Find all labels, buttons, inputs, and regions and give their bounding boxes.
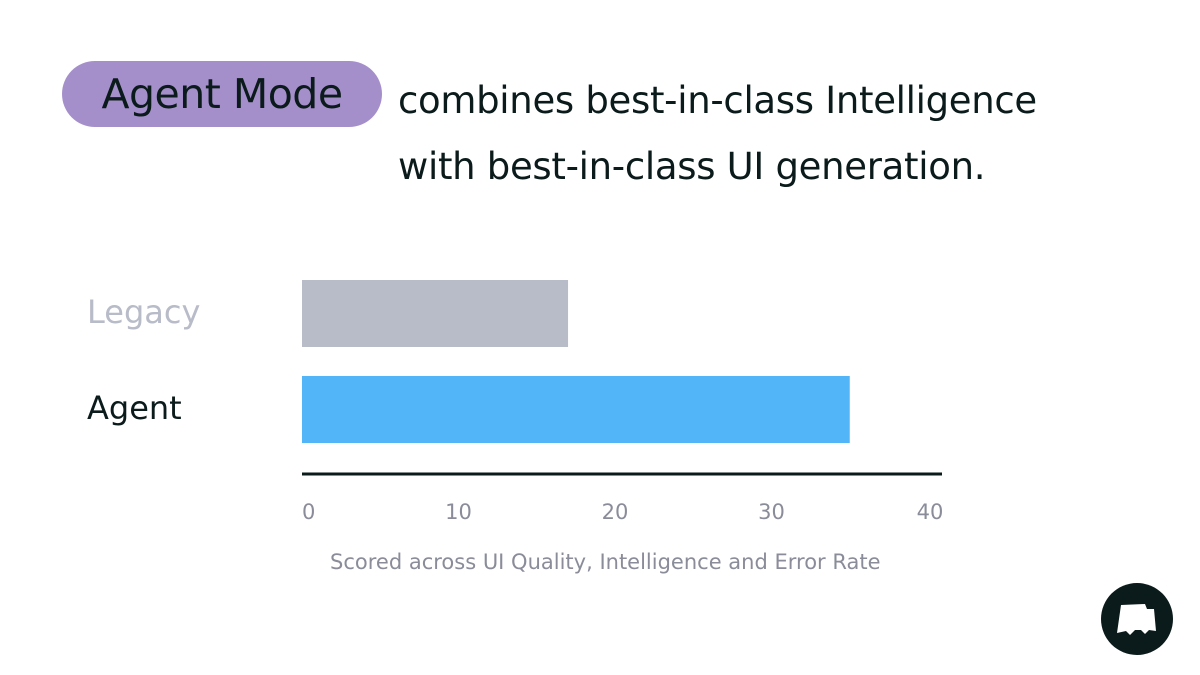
bar-legacy [302,280,569,347]
headline-line-1: combines best-in-class Intelligence [398,79,1037,122]
badge-label: Agent Mode [101,70,343,118]
brand-logo [1101,583,1173,655]
x-tick-label: 20 [602,500,629,524]
x-tick-label: 10 [445,500,472,524]
bar-agent [302,376,850,443]
x-axis-label: Scored across UI Quality, Intelligence a… [330,550,881,574]
x-tick-label: 40 [917,500,944,524]
x-tick-label: 0 [302,500,315,524]
category-label-legacy: Legacy [87,293,201,331]
agent-mode-badge: Agent Mode [62,61,382,127]
headline: combines best-in-class Intelligence with… [398,68,1037,200]
headline-line-2: with best-in-class UI generation. [398,145,986,188]
category-label-agent: Agent [87,389,182,427]
x-tick-label: 30 [758,500,785,524]
brand-flag-logo-icon [1117,604,1156,635]
